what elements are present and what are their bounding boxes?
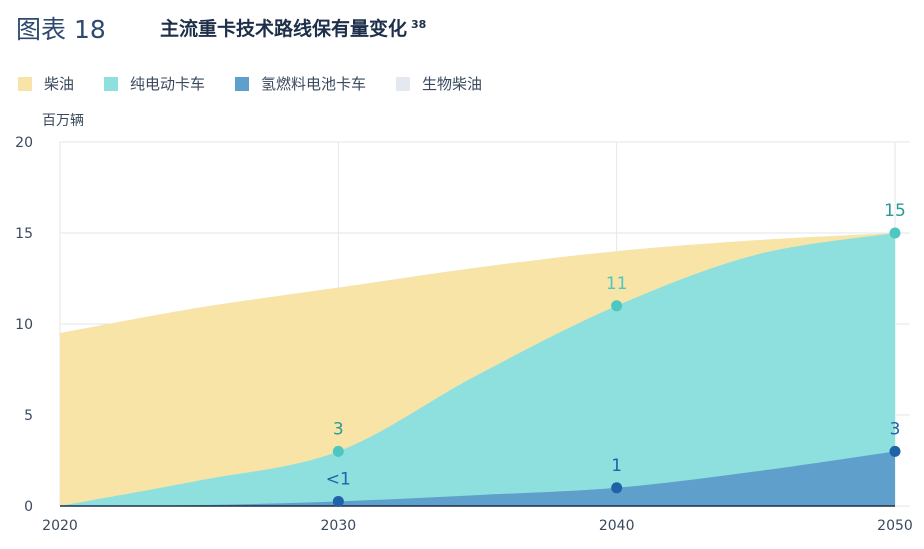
data-point xyxy=(889,445,901,457)
data-label: 15 xyxy=(884,201,906,221)
legend-item-diesel: 柴油 xyxy=(18,73,74,94)
data-label: <1 xyxy=(326,469,351,489)
legend-item-bev: 纯电动卡车 xyxy=(104,73,205,94)
legend-swatch xyxy=(18,76,32,91)
legend-swatch xyxy=(235,76,250,91)
data-point xyxy=(611,300,623,312)
legend-label: 生物柴油 xyxy=(422,75,483,93)
legend-label: 柴油 xyxy=(44,75,75,93)
chart-title-text: 主流重卡技术路线保有量变化 xyxy=(160,18,408,40)
areas xyxy=(60,233,895,506)
x-tick-label: 2040 xyxy=(599,518,635,534)
legend-item-fcev: 氢燃料电池卡车 xyxy=(235,73,366,94)
y-tick-label: 20 xyxy=(15,135,33,151)
data-point xyxy=(611,482,623,494)
legend-swatch xyxy=(396,76,411,91)
y-tick-label: 15 xyxy=(15,226,33,242)
x-tick-label: 2050 xyxy=(877,518,913,534)
legend-label: 氢燃料电池卡车 xyxy=(261,75,367,93)
figure-label: 图表 18 xyxy=(16,15,106,44)
data-point xyxy=(332,495,344,507)
markers: 3 11 15 <1 1 3 xyxy=(326,201,906,507)
x-tick-label: 2030 xyxy=(321,518,357,534)
y-axis-unit-label: 百万辆 xyxy=(42,113,84,129)
x-tick-label: 2020 xyxy=(42,518,78,534)
legend-label: 纯电动卡车 xyxy=(130,75,206,93)
data-label: 11 xyxy=(606,274,628,294)
data-point xyxy=(332,445,344,457)
legend: 柴油 纯电动卡车 氢燃料电池卡车 生物柴油 xyxy=(18,73,512,94)
footnote-ref: 38 xyxy=(411,17,427,31)
legend-swatch xyxy=(104,76,119,91)
y-tick-label: 10 xyxy=(15,317,33,333)
y-tick-label: 5 xyxy=(24,408,33,424)
y-tick-label: 0 xyxy=(24,499,33,515)
chart-title: 主流重卡技术路线保有量变化 38 xyxy=(160,14,426,41)
area-series xyxy=(60,451,895,506)
data-label: 3 xyxy=(890,419,901,439)
data-label: 1 xyxy=(611,456,622,476)
data-point xyxy=(889,227,901,239)
legend-item-biodiesel: 生物柴油 xyxy=(396,73,482,94)
data-label: 3 xyxy=(333,419,344,439)
area-series xyxy=(60,233,895,506)
